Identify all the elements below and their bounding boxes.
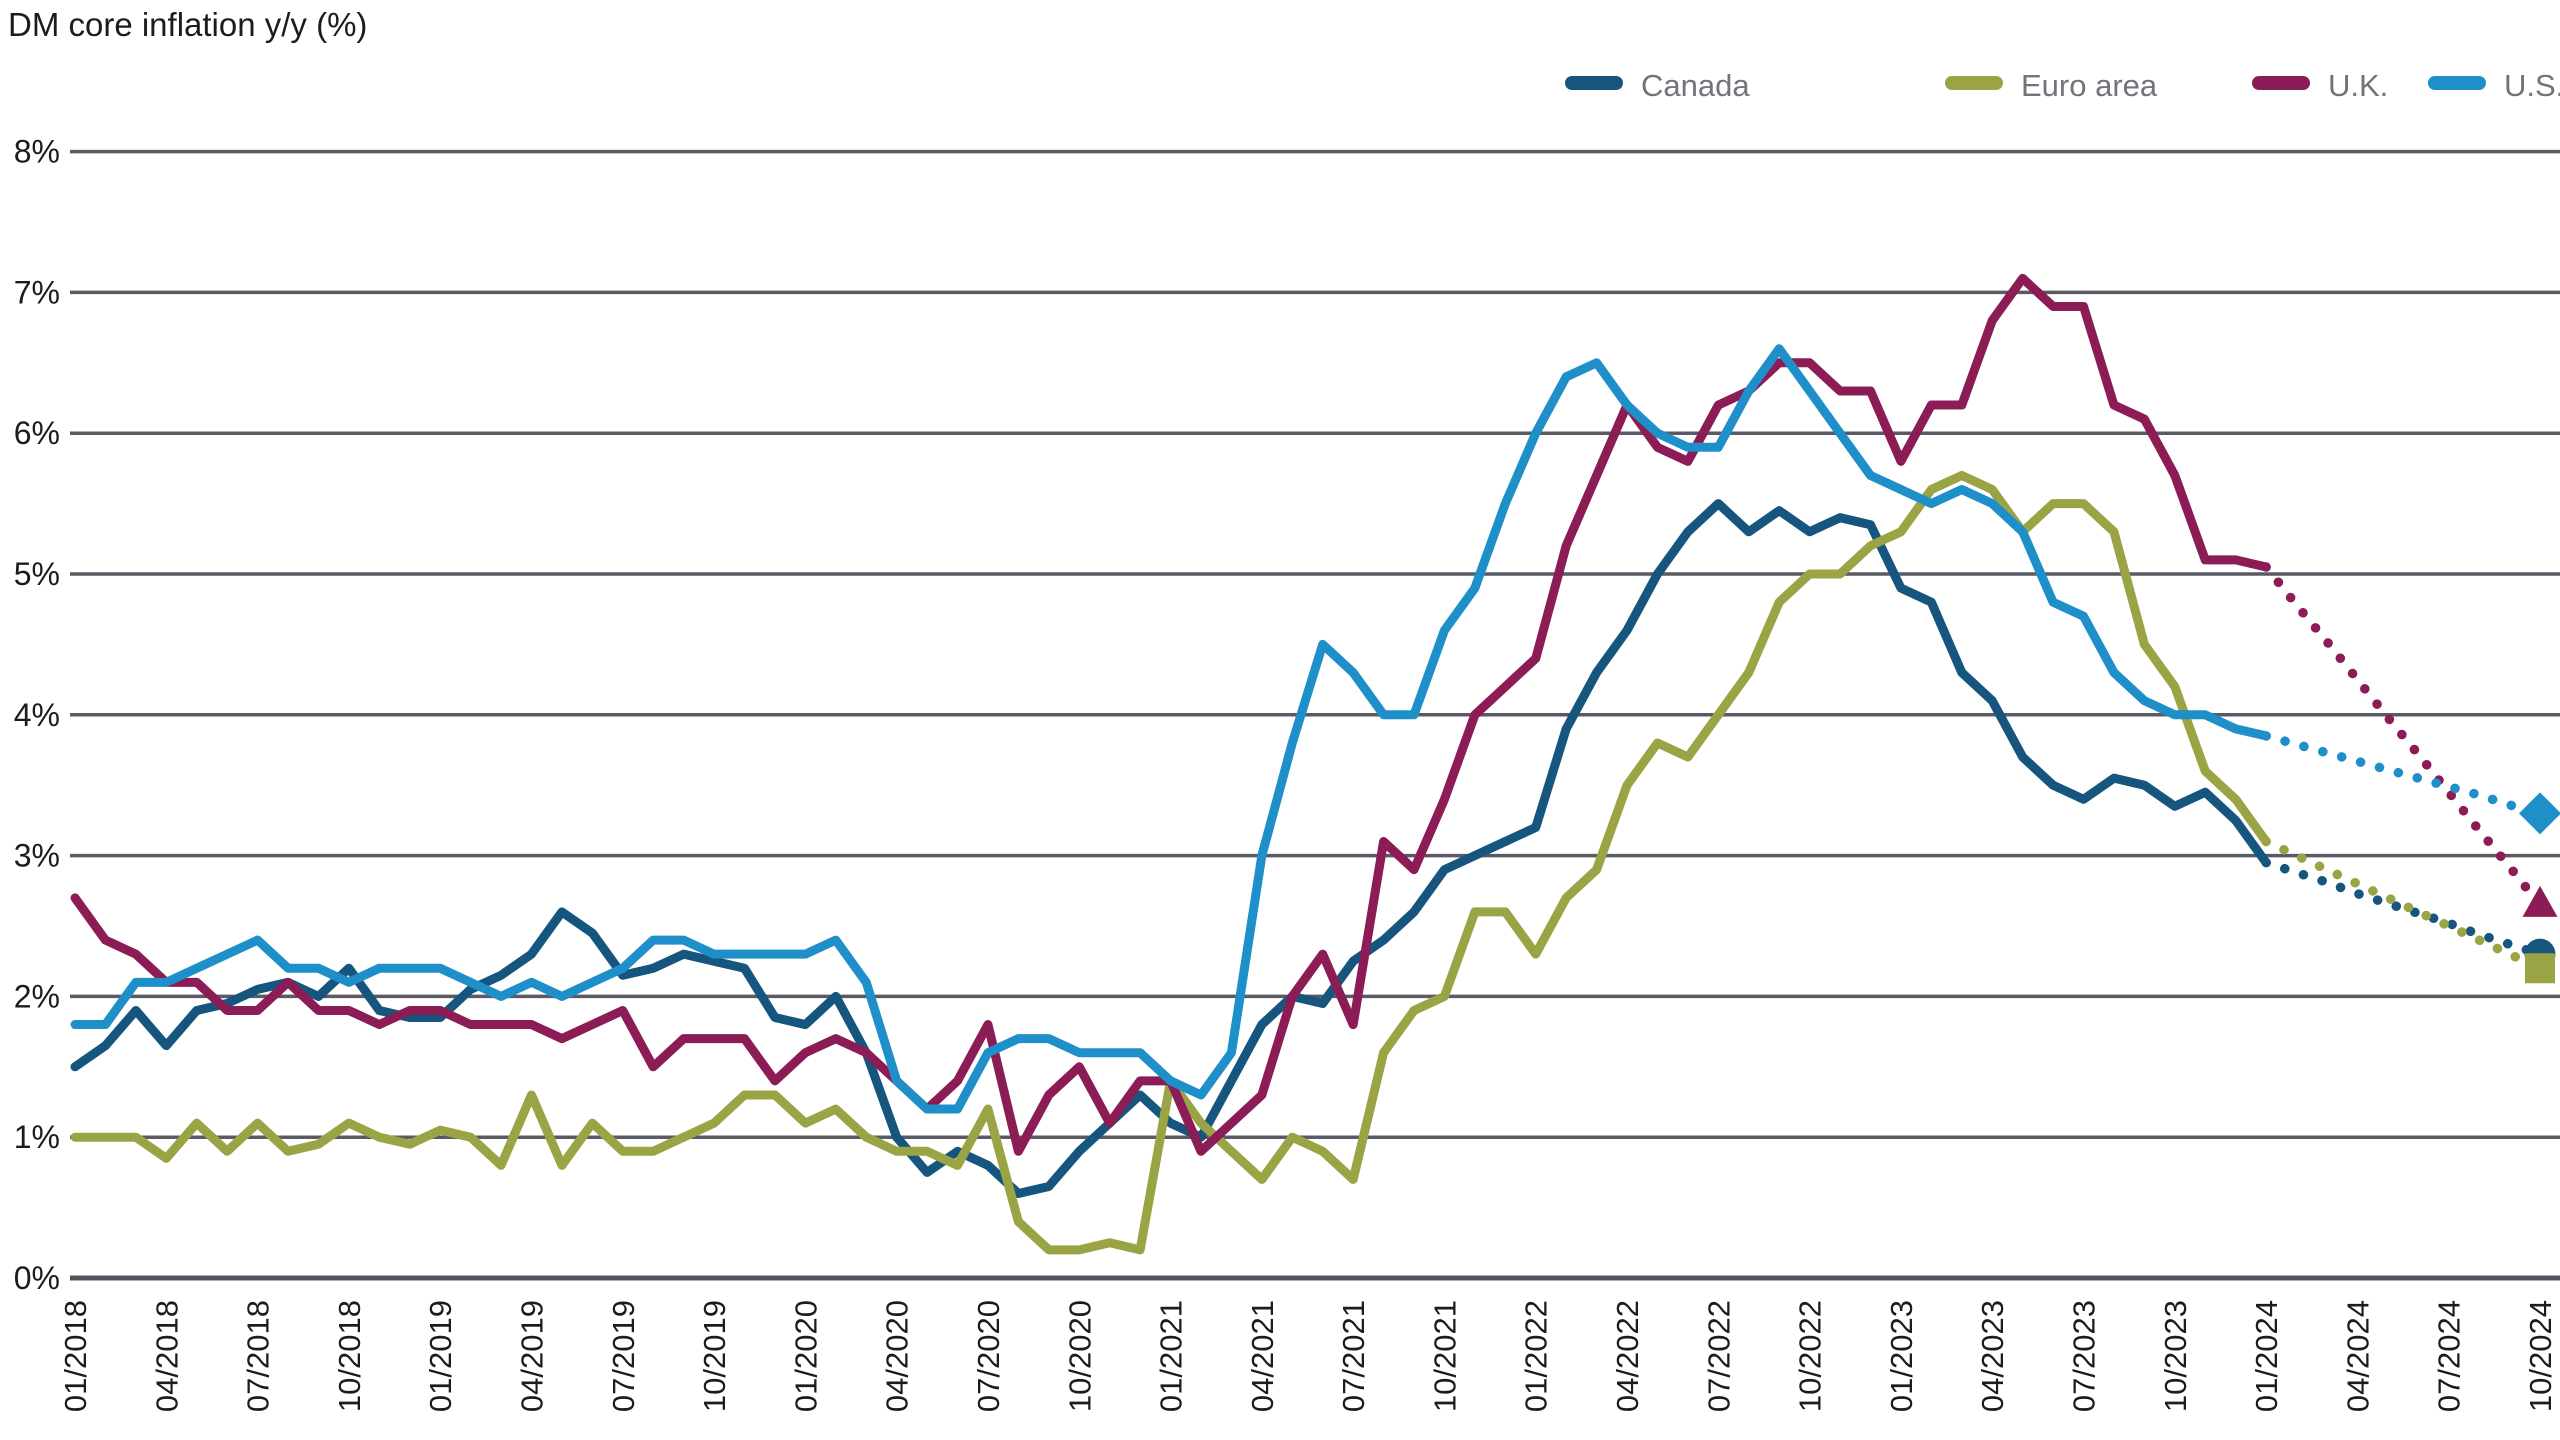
legend-item-canada: Canada: [1565, 68, 1750, 103]
x-tick-label: 10/2019: [697, 1300, 732, 1412]
us-end-marker-diamond: [2519, 792, 2560, 835]
uk-end-marker-triangle: [2522, 885, 2558, 917]
x-tick-label: 01/2023: [1884, 1300, 1919, 1412]
x-tick-label: 01/2020: [788, 1300, 823, 1412]
legend-item-euroarea: Euro area: [1945, 68, 2158, 103]
series-line-solid: [70, 499, 2271, 1199]
series-line-forecast-dotted: [2261, 562, 2545, 910]
x-tick-label: 10/2024: [2523, 1300, 2558, 1412]
x-tick-label: 04/2018: [149, 1300, 184, 1412]
x-tick-label: 07/2022: [1701, 1300, 1736, 1412]
y-tick-label: 3%: [14, 838, 60, 874]
gridlines: 0% 1% 2% 3% 4% 5% 6% 7% 8%: [14, 134, 2560, 1296]
legend-label: U.K.: [2328, 68, 2388, 103]
x-tick-label: 07/2018: [241, 1300, 276, 1412]
y-tick-label: 8%: [14, 134, 60, 170]
x-tick-label: 10/2023: [2158, 1300, 2193, 1412]
legend-swatch: [2428, 76, 2486, 90]
x-tick-label: 04/2022: [1610, 1300, 1645, 1412]
x-tick-label: 04/2021: [1245, 1300, 1280, 1412]
x-tick-label: 10/2018: [332, 1300, 367, 1412]
x-tick-label: 04/2023: [1975, 1300, 2010, 1412]
y-tick-label: 1%: [14, 1119, 60, 1155]
series-line-forecast-dotted: [2261, 731, 2545, 819]
x-tick-label: 04/2020: [880, 1300, 915, 1412]
legend-item-us: U.S.: [2428, 68, 2560, 103]
legend-item-uk: U.K.: [2252, 68, 2388, 103]
x-tick-label: 07/2019: [606, 1300, 641, 1412]
series-line-solid: [70, 470, 2271, 1255]
x-tick-label: 01/2022: [1519, 1300, 1554, 1412]
legend-swatch: [1945, 76, 2003, 90]
y-tick-label: 2%: [14, 978, 60, 1014]
legend-swatch: [1565, 76, 1623, 90]
x-tick-label: 10/2020: [1062, 1300, 1097, 1412]
x-tick-labels: 01/2018 04/2018 07/2018 10/2018 01/2019 04/20…: [58, 1300, 2558, 1412]
x-tick-label: 01/2019: [423, 1300, 458, 1412]
x-tick-label: 01/2018: [58, 1300, 93, 1412]
x-tick-label: 04/2019: [514, 1300, 549, 1412]
x-tick-label: 01/2024: [2249, 1300, 2284, 1412]
y-tick-label: 4%: [14, 697, 60, 733]
series-line-solid: [70, 344, 2271, 1114]
y-tick-label: 5%: [14, 556, 60, 592]
x-tick-label: 10/2021: [1427, 1300, 1462, 1412]
x-tick-label: 07/2024: [2432, 1300, 2467, 1412]
series-canada: [70, 499, 2545, 1199]
x-tick-label: 10/2022: [1793, 1300, 1828, 1412]
chart-title: DM core inflation y/y (%): [8, 6, 368, 43]
legend-label: U.S.: [2504, 68, 2560, 103]
series-euroarea: [70, 470, 2545, 1255]
legend: Canada Euro area U.K. U.S.: [1565, 68, 2560, 103]
x-tick-label: 07/2023: [2067, 1300, 2102, 1412]
legend-label: Euro area: [2021, 68, 2158, 103]
legend-label: Canada: [1641, 68, 1750, 103]
y-tick-label: 7%: [14, 274, 60, 310]
x-tick-label: 04/2024: [2340, 1300, 2375, 1412]
x-tick-label: 07/2021: [1336, 1300, 1371, 1412]
x-tick-label: 07/2020: [971, 1300, 1006, 1412]
series-us: [70, 344, 2545, 1114]
forecast-end-markers: [2519, 792, 2560, 984]
legend-swatch: [2252, 76, 2310, 90]
series-line-forecast-dotted: [2261, 836, 2545, 973]
series-line-forecast-dotted: [2261, 857, 2545, 959]
y-tick-label: 6%: [14, 415, 60, 451]
x-tick-label: 01/2021: [1154, 1300, 1189, 1412]
euroarea-end-marker-square: [2525, 953, 2555, 984]
y-tick-label: 0%: [14, 1260, 60, 1296]
